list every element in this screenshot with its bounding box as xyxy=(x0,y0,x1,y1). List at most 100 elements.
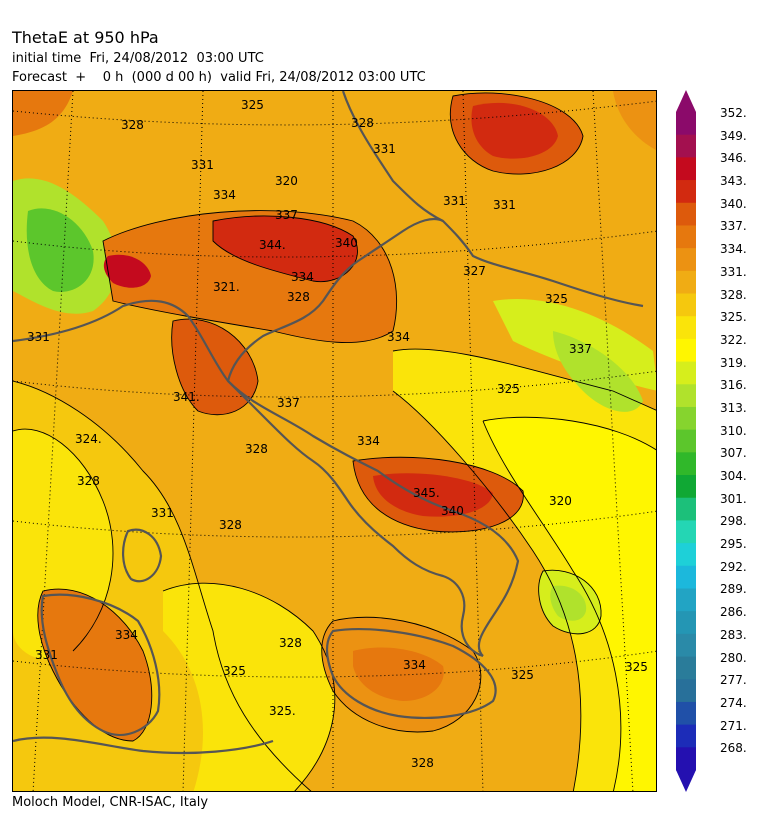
contour-label: 340 xyxy=(335,236,358,250)
colorbar-segment xyxy=(676,316,696,340)
contour-label: 328 xyxy=(219,518,242,532)
contour-label: 337 xyxy=(275,208,298,222)
colorbar-segment xyxy=(676,452,696,476)
contour-label: 331 xyxy=(191,158,214,172)
sardinia-field xyxy=(37,589,152,741)
ne-corner-field xyxy=(613,91,656,150)
apulia-max xyxy=(373,473,493,517)
colorbar-segment xyxy=(676,565,696,589)
colorbar-min-arrow xyxy=(676,770,696,792)
colorbar-segment xyxy=(676,180,696,204)
map-title: ThetaE at 950 hPa xyxy=(12,28,159,47)
contour-label: 327 xyxy=(463,264,486,278)
colorbar-label: 271. xyxy=(720,718,747,733)
colorbar-segment xyxy=(676,338,696,363)
contour-label: 325. xyxy=(269,704,296,718)
colorbar-label: 346. xyxy=(720,151,747,166)
contour-label: 320 xyxy=(275,174,298,188)
colorbar-label: 289. xyxy=(720,582,747,597)
colorbar-segment xyxy=(676,633,696,658)
contour-label: 331 xyxy=(373,142,396,156)
contour-label: 325 xyxy=(241,98,264,112)
contour-label: 337 xyxy=(277,396,300,410)
contour-label: 331 xyxy=(493,198,516,212)
nw-corner-field xyxy=(13,91,73,136)
colorbar-label: 316. xyxy=(720,378,747,393)
colorbar-label: 337. xyxy=(720,219,747,234)
contour-label: 337 xyxy=(569,342,592,356)
colorbar-segment xyxy=(676,656,696,680)
colorbar-segment xyxy=(676,701,696,726)
colorbar-label: 334. xyxy=(720,242,747,257)
contour-label: 328 xyxy=(245,442,268,456)
colorbar-label: 343. xyxy=(720,174,747,189)
colorbar-segment xyxy=(676,202,696,226)
colorbar-segment xyxy=(676,588,696,612)
colorbar-label: 325. xyxy=(720,310,747,325)
contour-label: 321. xyxy=(213,280,240,294)
colorbar-label: 328. xyxy=(720,287,747,302)
colorbar-segment xyxy=(676,406,696,431)
balkan-green-field xyxy=(553,331,643,412)
colorbar-label: 310. xyxy=(720,423,747,438)
colorbar-label: 349. xyxy=(720,128,747,143)
contour-label: 331 xyxy=(443,194,466,208)
contour-label: 328 xyxy=(411,756,434,770)
contour-label: 334 xyxy=(291,270,314,284)
colorbar-segment xyxy=(676,384,696,408)
colorbar-label: 313. xyxy=(720,400,747,415)
colorbar-label: 280. xyxy=(720,650,747,665)
contour-label: 331 xyxy=(27,330,50,344)
colorbar-label: 295. xyxy=(720,537,747,552)
contour-label: 340 xyxy=(441,504,464,518)
tyrrhenian-field xyxy=(163,583,335,791)
model-credit: Moloch Model, CNR-ISAC, Italy xyxy=(12,795,209,810)
colorbar-segment xyxy=(676,361,696,385)
colorbar-segment xyxy=(676,157,696,181)
colorbar-segments xyxy=(676,112,696,771)
colorbar-label: 277. xyxy=(720,673,747,688)
colorbar xyxy=(676,90,696,792)
contour-label: 325 xyxy=(545,292,568,306)
colorbar-label: 304. xyxy=(720,469,747,484)
contour-label: 345. xyxy=(413,486,440,500)
colorbar-segment xyxy=(676,520,696,544)
contour-label-layer: 328 325 328 331 331 334 320 337 344. 340… xyxy=(27,98,648,770)
contour-label: 320 xyxy=(549,494,572,508)
colorbar-label: 292. xyxy=(720,559,747,574)
contour-label: 328 xyxy=(351,116,374,130)
contour-label: 334 xyxy=(213,188,236,202)
contour-label: 328 xyxy=(121,118,144,132)
colorbar-segment xyxy=(676,543,696,567)
colorbar-segment xyxy=(676,475,696,499)
colorbar-label: 307. xyxy=(720,446,747,461)
contour-label: 328 xyxy=(279,636,302,650)
contour-label: 325 xyxy=(223,664,246,678)
colorbar-label: 331. xyxy=(720,264,747,279)
thetae-map: 328 325 328 331 331 334 320 337 344. 340… xyxy=(12,90,657,792)
contour-label: 325 xyxy=(511,668,534,682)
coastlines xyxy=(13,91,644,755)
colorbar-segment xyxy=(676,112,696,136)
colorbar-segment xyxy=(676,293,696,317)
contour-label: 331 xyxy=(35,648,58,662)
colorbar-segment xyxy=(676,270,696,295)
colorbar-segment xyxy=(676,225,696,249)
contour-label: 331 xyxy=(151,506,174,520)
colorbar-max-arrow xyxy=(676,90,696,112)
colorbar-segment xyxy=(676,429,696,453)
colorbar-label: 352. xyxy=(720,106,747,120)
contour-label: 334 xyxy=(403,658,426,672)
ionian-field xyxy=(483,417,656,791)
map-canvas: 328 325 328 331 331 334 320 337 344. 340… xyxy=(13,91,656,791)
contour-label: 334 xyxy=(387,330,410,344)
initial-time-label: initial time Fri, 24/08/2012 03:00 UTC xyxy=(12,51,264,66)
contour-label: 334 xyxy=(115,628,138,642)
colorbar-segment xyxy=(676,134,696,158)
colorbar-label: 298. xyxy=(720,514,747,529)
colorbar-label: 286. xyxy=(720,605,747,620)
colorbar-segment xyxy=(676,679,696,703)
contour-label: 324. xyxy=(75,432,102,446)
alpine-edge-max xyxy=(103,254,151,288)
po-valley-max xyxy=(213,216,358,282)
